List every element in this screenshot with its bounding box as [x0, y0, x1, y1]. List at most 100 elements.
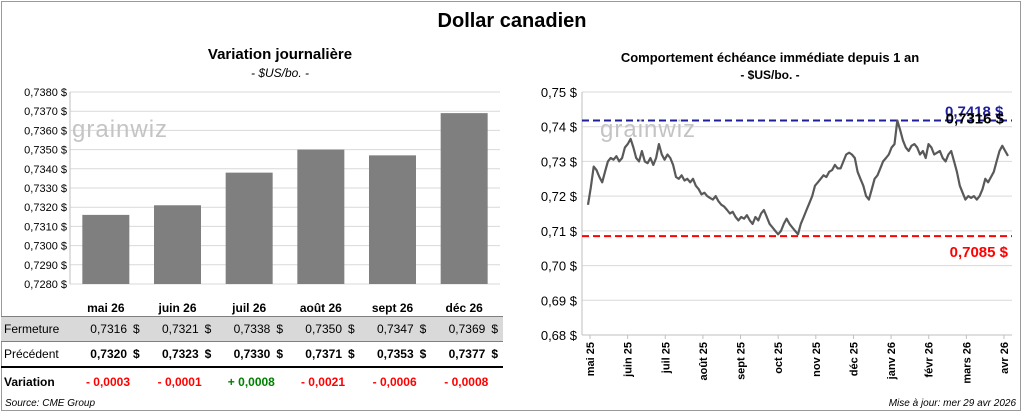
row-variation: Variation - 0,0003 - 0,0001 + 0,0008 - 0,002… — [1, 370, 503, 394]
line-x-tick-label: sept 25 — [736, 342, 748, 380]
line-y-axis: 0,68 $ 0,69 $ 0,70 $ 0,71 $ 0,72 $ 0,73 $ 0,74… — [541, 85, 578, 343]
bar-y-tick-label: 0,7320 $ — [24, 202, 67, 214]
bar-y-tick-label: 0,7350 $ — [24, 145, 67, 157]
reference-line-label: 0,7418 $ — [945, 103, 1004, 120]
cell-value: 0,7316 — [90, 322, 127, 336]
right-chart-title: Comportement échéance immédiate depuis 1… — [620, 50, 920, 65]
row-fermeture: Fermeture 0,7316 $0,7321 $0,7338 $0,7350 $0,7… — [1, 316, 503, 342]
line-x-tick-label: févr 26 — [924, 342, 936, 377]
cell-value: 0,7320 — [90, 347, 127, 361]
line-y-tick-label: 0,75 $ — [541, 85, 578, 100]
bar-y-tick-label: 0,7310 $ — [24, 221, 67, 233]
bar-x-tick-label: mai 26 — [87, 301, 125, 315]
cell-value: 0,7330 — [233, 347, 271, 361]
reference-line-label: 0,7085 $ — [950, 244, 1009, 261]
price-line — [586, 119, 1009, 236]
cell-value: 0,7369 — [448, 322, 486, 336]
bar-gridlines — [69, 91, 500, 285]
cell-currency: $ — [491, 347, 499, 361]
line-y-tick-label: 0,68 $ — [541, 328, 578, 343]
bar-x-tick-label: déc 26 — [445, 301, 483, 315]
cell-currency: $ — [133, 322, 140, 336]
left-chart-subtitle: - $US/bo. - — [250, 66, 310, 80]
line-x-tick-label: janv 26 — [886, 342, 898, 380]
bar-x-tick-label: sept 26 — [372, 301, 414, 315]
last-value-label: 0,7316 $ — [946, 110, 1005, 127]
bar — [297, 149, 345, 284]
bar-y-tick-label: 0,7280 $ — [24, 279, 67, 291]
line-x-tick-label: mars 26 — [961, 342, 973, 384]
cell-value: 0,7377 — [448, 347, 486, 361]
line-x-tick-label: nov 25 — [811, 342, 823, 377]
bar-series — [82, 113, 488, 285]
row-label: Fermeture — [4, 322, 60, 336]
line-x-tick-label: déc 25 — [848, 342, 860, 376]
bar-y-tick-label: 0,7360 $ — [24, 125, 67, 137]
left-chart-title: Variation journalière — [207, 46, 353, 63]
line-y-tick-label: 0,70 $ — [541, 259, 578, 274]
line-y-tick-label: 0,72 $ — [541, 189, 578, 204]
cell-currency: $ — [204, 347, 212, 361]
line-y-tick-label: 0,71 $ — [541, 224, 578, 239]
bar-y-tick-label: 0,7380 $ — [24, 87, 67, 99]
cell-value: 0,7353 — [376, 347, 414, 361]
cell-currency: $ — [419, 322, 427, 336]
update-note: Mise à jour: mer 29 avr 2026 — [888, 398, 1016, 409]
cell-value: 0,7321 — [161, 322, 199, 336]
line-x-tick-label: oct 25 — [773, 342, 785, 374]
bar-y-tick-label: 0,7300 $ — [24, 241, 67, 253]
cell-value: 0,7347 — [376, 322, 414, 336]
bar-x-tick-label: juin 26 — [157, 301, 196, 315]
cell-currency: $ — [348, 347, 355, 361]
cell-currency: $ — [491, 322, 499, 336]
line-x-tick-label: avr 26 — [999, 342, 1011, 374]
line-x-tick-label: juin 25 — [623, 342, 635, 378]
cell-currency: $ — [204, 322, 212, 336]
table-cell: + 0,0008 — [227, 375, 275, 389]
bar — [154, 205, 201, 284]
cell-value: 0,7371 — [305, 347, 342, 361]
bar-x-tick-label: juil 26 — [231, 301, 266, 315]
main-title: Dollar canadien — [437, 10, 587, 32]
line-x-tick-label: mai 25 — [585, 342, 597, 376]
bar-x-axis: mai 26 juin 26 juil 26 août 26 sept 26 déc 26 — [87, 301, 483, 315]
bar-x-tick-label: août 26 — [300, 301, 342, 315]
right-chart-subtitle: - $US/bo. - — [740, 68, 800, 82]
cell-value: 0,7350 — [305, 322, 342, 336]
row-label: Variation — [4, 375, 55, 389]
cell-currency: $ — [348, 322, 355, 336]
line-series: 0,7316 $ — [586, 110, 1009, 236]
bar-y-tick-label: 0,7370 $ — [24, 106, 67, 118]
bar-y-axis: 0,7280 $ 0,7290 $ 0,7300 $ 0,7310 $ 0,7320 $… — [24, 87, 67, 291]
table-cell: - 0,0003 — [85, 375, 131, 389]
cell-currency: $ — [133, 347, 140, 361]
source-note: Source: CME Group — [5, 398, 96, 409]
line-x-axis: mai 25 juin 25 juil 25 août 25 sept 25 oct 25… — [585, 335, 1011, 384]
line-y-tick-label: 0,74 $ — [541, 120, 578, 135]
bar-y-tick-label: 0,7290 $ — [24, 260, 67, 272]
line-x-tick-label: août 25 — [698, 342, 710, 381]
cell-currency: $ — [276, 322, 284, 336]
bar-chart: 0,7280 $ 0,7290 $ 0,7300 $ 0,7310 $ 0,7320 $… — [24, 87, 500, 315]
bar — [369, 155, 416, 284]
cell-currency: $ — [419, 347, 427, 361]
row-precedent: Précédent 0,7320 $0,7323 $0,7330 $0,7371 $0,7… — [1, 342, 503, 368]
line-x-tick-label: juil 25 — [660, 342, 672, 374]
bar — [82, 214, 130, 284]
line-chart: 0,68 $ 0,69 $ 0,70 $ 0,71 $ 0,72 $ 0,73 $ 0,74… — [541, 85, 1012, 384]
table-cell: - 0,0006 — [372, 375, 417, 389]
bar — [225, 172, 273, 284]
watermark-right: grainwiz — [600, 116, 697, 143]
line-y-tick-label: 0,73 $ — [541, 154, 578, 169]
cell-value: 0,7338 — [233, 322, 271, 336]
table-cell: - 0,0001 — [157, 375, 202, 389]
row-label: Précédent — [4, 347, 59, 361]
cell-value: 0,7323 — [161, 347, 199, 361]
watermark-left: grainwiz — [72, 116, 169, 143]
table-cell: - 0,0008 — [444, 375, 489, 389]
bar — [440, 113, 488, 285]
cell-currency: $ — [276, 347, 284, 361]
reference-lines: 0,7418 $ 0,7085 $ — [582, 103, 1012, 261]
bar-y-tick-label: 0,7340 $ — [24, 164, 67, 176]
